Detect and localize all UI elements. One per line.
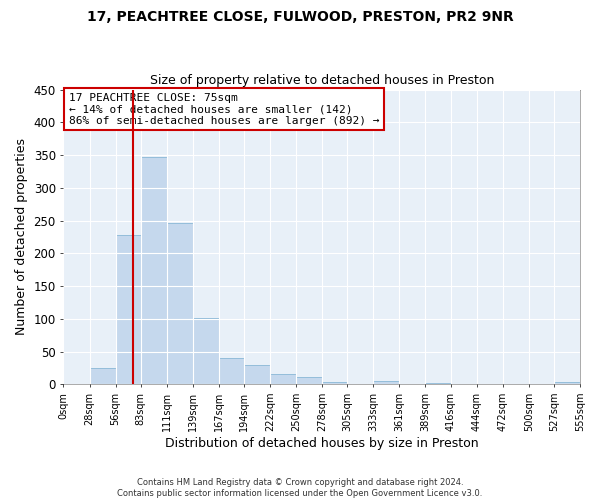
Bar bbox=[116, 235, 140, 384]
Bar bbox=[140, 157, 167, 384]
Bar bbox=[425, 383, 451, 384]
Bar bbox=[244, 364, 270, 384]
Bar bbox=[322, 382, 347, 384]
Bar bbox=[89, 368, 116, 384]
Bar bbox=[167, 222, 193, 384]
Bar bbox=[270, 374, 296, 384]
Bar bbox=[373, 381, 400, 384]
Bar bbox=[296, 377, 322, 384]
Bar bbox=[193, 318, 219, 384]
Title: Size of property relative to detached houses in Preston: Size of property relative to detached ho… bbox=[149, 74, 494, 87]
Bar bbox=[219, 358, 244, 384]
Text: 17, PEACHTREE CLOSE, FULWOOD, PRESTON, PR2 9NR: 17, PEACHTREE CLOSE, FULWOOD, PRESTON, P… bbox=[86, 10, 514, 24]
Text: Contains HM Land Registry data © Crown copyright and database right 2024.
Contai: Contains HM Land Registry data © Crown c… bbox=[118, 478, 482, 498]
Y-axis label: Number of detached properties: Number of detached properties bbox=[15, 138, 28, 336]
Bar bbox=[554, 382, 580, 384]
X-axis label: Distribution of detached houses by size in Preston: Distribution of detached houses by size … bbox=[165, 437, 479, 450]
Text: 17 PEACHTREE CLOSE: 75sqm
← 14% of detached houses are smaller (142)
86% of semi: 17 PEACHTREE CLOSE: 75sqm ← 14% of detac… bbox=[68, 92, 379, 126]
